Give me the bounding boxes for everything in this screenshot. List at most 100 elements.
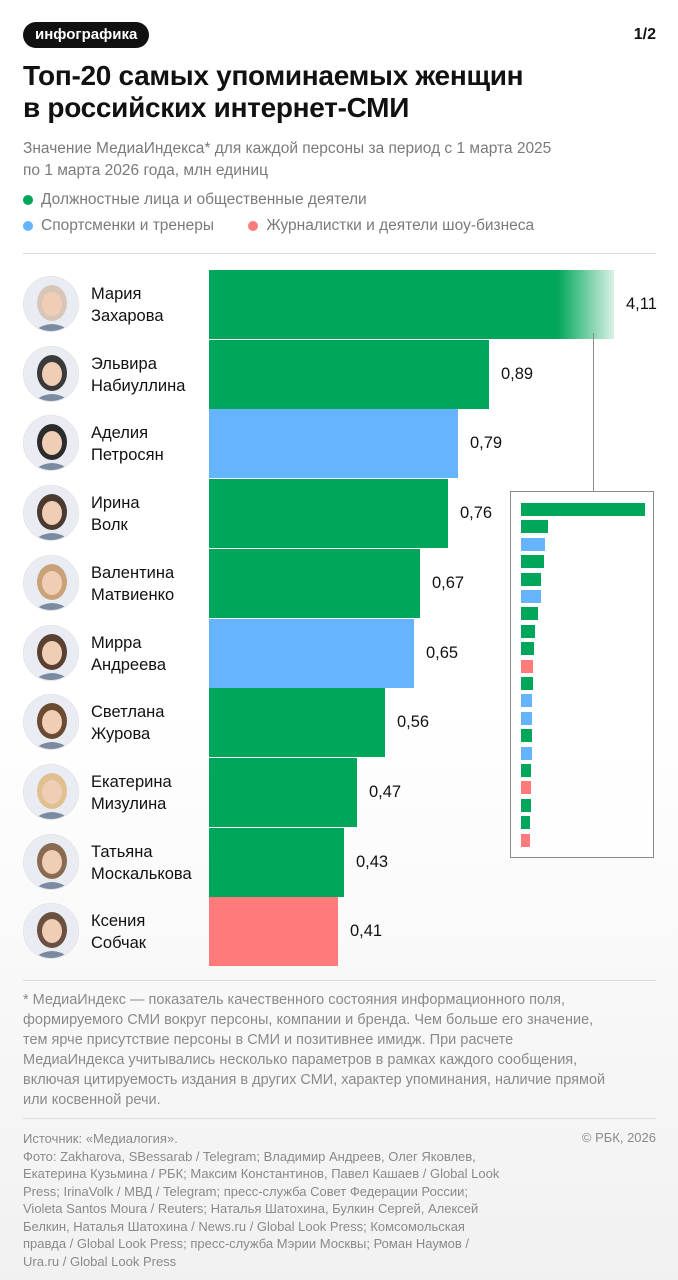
avatar xyxy=(23,485,79,542)
mini-bar xyxy=(521,590,541,603)
name-line: Мария xyxy=(91,285,142,303)
divider xyxy=(23,980,656,981)
value-label: 0,67 xyxy=(432,573,465,592)
mini-bar xyxy=(521,711,532,725)
portrait-icon xyxy=(24,486,78,541)
page-number: 1/2 xyxy=(633,26,656,43)
mini-bar xyxy=(521,833,530,847)
portrait-icon xyxy=(24,695,78,750)
value-label: 4,11 xyxy=(626,295,657,313)
bar xyxy=(209,688,385,758)
value-label: 0,79 xyxy=(470,434,503,453)
divider xyxy=(23,253,656,254)
person-name: Мария Захарова xyxy=(91,283,164,327)
legend-item-officials: Должностные лица и общественные деятели xyxy=(23,191,367,209)
bar xyxy=(209,409,458,479)
legend-item-sports: Спортсменки и тренеры xyxy=(23,217,214,235)
portrait-icon xyxy=(24,834,78,889)
portrait-icon xyxy=(24,277,78,331)
value-label: 0,41 xyxy=(350,922,383,941)
person-name: Мирра Андреева xyxy=(91,632,166,676)
person-name: Эльвира Набиуллина xyxy=(91,353,185,397)
avatar xyxy=(23,833,79,890)
legend-dot-icon xyxy=(248,221,259,231)
legend-label: Спортсменки и тренеры xyxy=(41,217,214,234)
avatar xyxy=(23,276,79,332)
mini-bar xyxy=(521,764,531,777)
portrait-icon xyxy=(24,416,78,471)
value-label: 0,56 xyxy=(397,713,430,732)
name-line: Эльвира xyxy=(91,354,157,373)
mini-bar xyxy=(521,624,535,638)
credits-line: Екатерина Кузьмина / РБК; Максим Констан… xyxy=(23,1166,500,1181)
footnote-line: * МедиаИндекс — показатель качественного… xyxy=(23,992,566,1008)
legend-row-1: Должностные лица и общественные деятели xyxy=(23,191,367,210)
avatar xyxy=(23,763,79,820)
footnote-line: включая цитируемость издания в других СМ… xyxy=(23,1072,606,1088)
person-name: Екатерина Мизулина xyxy=(91,771,172,815)
credits-line: Белкин, Наталья Шатохина / News.ru / Glo… xyxy=(23,1218,465,1234)
portrait-icon xyxy=(24,904,78,959)
person-name: Валентина Матвиенко xyxy=(91,562,174,606)
avatar xyxy=(23,415,79,472)
credits-line: Press; IrinaVolk / МВД / Telegram; пресс… xyxy=(23,1183,468,1199)
mini-bar xyxy=(521,729,532,743)
portrait-icon xyxy=(24,625,78,680)
mini-bar xyxy=(521,746,532,760)
subtitle-line: по 1 марта 2026 года, млн единиц xyxy=(23,162,268,179)
bar xyxy=(209,339,489,409)
legend-item-media: Журналистки и деятели шоу-бизнеса xyxy=(248,217,534,235)
value-label: 0,89 xyxy=(501,364,534,383)
name-line: Аделия xyxy=(91,424,149,443)
name-line: Мизулина xyxy=(91,794,167,813)
name-line: Матвиенко xyxy=(91,585,175,604)
footnote-line: формируемого СМИ вокруг персоны, компани… xyxy=(23,1012,594,1028)
person-name: Ксения Собчак xyxy=(91,910,146,954)
mini-bar xyxy=(521,816,530,830)
title-line: Топ-20 самых упоминаемых женщин xyxy=(23,60,524,91)
bar xyxy=(209,618,414,688)
mini-bar xyxy=(521,781,531,795)
name-line: Журова xyxy=(91,725,151,744)
name-line: Набиуллина xyxy=(91,376,186,395)
mini-bar xyxy=(521,572,541,586)
credits-line: Источник: «Медиалогия». xyxy=(23,1131,178,1146)
bar xyxy=(209,827,344,897)
bar xyxy=(209,897,338,967)
footnote: * МедиаИндекс — показатель качественного… xyxy=(23,990,663,1110)
copyright: © РБК, 2026 xyxy=(581,1130,656,1145)
portrait-icon xyxy=(24,555,78,610)
name-line: Москалькова xyxy=(91,864,192,883)
legend-row-2: Спортсменки и тренеры Журналистки и деят… xyxy=(23,217,534,236)
bar xyxy=(209,548,420,618)
person-name: Ирина Волк xyxy=(91,492,140,536)
title-line: в российских интернет-СМИ xyxy=(23,92,410,123)
subtitle: Значение МедиаИндекса* для каждой персон… xyxy=(23,138,643,182)
legend-label: Журналистки и деятели шоу-бизнеса xyxy=(266,217,535,234)
name-line: Мирра xyxy=(91,633,142,652)
avatar xyxy=(23,554,79,611)
legend-dot-icon xyxy=(23,221,33,231)
mini-bar xyxy=(521,520,548,534)
name-line: Екатерина xyxy=(91,772,172,791)
name-line: Петросян xyxy=(91,446,164,465)
inset-connector xyxy=(593,333,594,491)
person-name: Татьяна Москалькова xyxy=(91,841,192,885)
avatar xyxy=(23,624,79,681)
mini-bar xyxy=(521,555,544,569)
name-line: Волк xyxy=(91,516,128,535)
name-line: Татьяна xyxy=(91,842,153,861)
mini-bar xyxy=(521,659,533,673)
credits-line: правда / Global Look Press; пресс-служба… xyxy=(23,1236,469,1251)
mini-bar xyxy=(521,694,532,708)
portrait-icon xyxy=(24,346,78,401)
mini-bar xyxy=(521,798,531,812)
name-line: Андреева xyxy=(91,655,167,674)
divider xyxy=(23,1118,656,1119)
name-line: Ксения xyxy=(91,912,146,931)
bar xyxy=(209,479,448,549)
page-title: Топ-20 самых упоминаемых женщин в россий… xyxy=(23,60,623,124)
avatar xyxy=(23,903,79,960)
name-line: Светлана xyxy=(91,703,165,722)
category-tag: инфографика xyxy=(23,22,150,48)
